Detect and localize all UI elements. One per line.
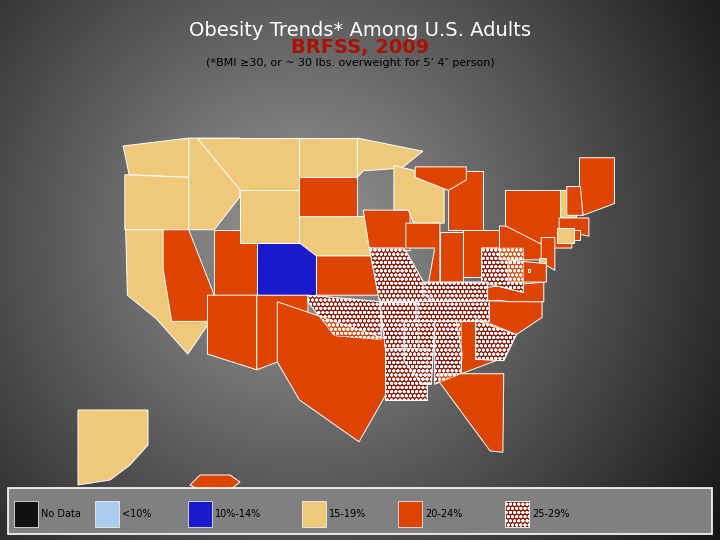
- Bar: [188, 501, 212, 527]
- Polygon shape: [300, 138, 357, 177]
- Text: (*BMI ≥30, or ~ 30 lbs. overweight for 5’ 4″ person): (*BMI ≥30, or ~ 30 lbs. overweight for 5…: [206, 58, 495, 68]
- Polygon shape: [541, 238, 555, 271]
- Text: 15-19%: 15-19%: [329, 509, 366, 519]
- Polygon shape: [435, 321, 462, 384]
- Polygon shape: [580, 158, 614, 215]
- Polygon shape: [539, 259, 546, 277]
- Text: 10%-14%: 10%-14%: [215, 509, 261, 519]
- Polygon shape: [440, 232, 463, 282]
- Polygon shape: [416, 300, 490, 321]
- Polygon shape: [384, 348, 427, 400]
- Bar: [8, 488, 712, 534]
- Bar: [14, 501, 38, 527]
- Bar: [505, 501, 529, 527]
- Text: No Data: No Data: [41, 509, 81, 519]
- Text: 25-29%: 25-29%: [532, 509, 570, 519]
- Polygon shape: [463, 230, 500, 277]
- Polygon shape: [505, 191, 572, 248]
- Text: Obesity Trends* Among U.S. Adults: Obesity Trends* Among U.S. Adults: [189, 21, 531, 39]
- Polygon shape: [207, 295, 257, 370]
- Polygon shape: [439, 374, 504, 453]
- Polygon shape: [364, 210, 410, 251]
- Polygon shape: [456, 321, 496, 374]
- Bar: [95, 501, 119, 527]
- Bar: [398, 501, 422, 527]
- Polygon shape: [125, 175, 189, 230]
- Polygon shape: [215, 230, 257, 295]
- Polygon shape: [508, 260, 546, 282]
- Polygon shape: [369, 248, 435, 302]
- Polygon shape: [126, 230, 209, 354]
- Polygon shape: [257, 243, 316, 295]
- Polygon shape: [123, 138, 189, 177]
- Polygon shape: [572, 230, 580, 240]
- Text: <10%: <10%: [122, 509, 151, 519]
- Polygon shape: [528, 269, 530, 272]
- Polygon shape: [449, 171, 483, 230]
- Polygon shape: [189, 138, 240, 230]
- Polygon shape: [163, 230, 215, 321]
- Polygon shape: [559, 218, 589, 237]
- Polygon shape: [78, 410, 148, 485]
- Polygon shape: [308, 295, 381, 340]
- Bar: [302, 501, 326, 527]
- Text: 20-24%: 20-24%: [425, 509, 462, 519]
- Polygon shape: [482, 248, 523, 293]
- Polygon shape: [379, 302, 418, 348]
- Polygon shape: [406, 223, 440, 295]
- Polygon shape: [190, 475, 240, 490]
- Polygon shape: [423, 282, 487, 302]
- Polygon shape: [300, 177, 357, 217]
- Polygon shape: [567, 186, 583, 215]
- Polygon shape: [357, 138, 423, 177]
- Polygon shape: [197, 138, 300, 191]
- Polygon shape: [404, 321, 435, 384]
- Polygon shape: [257, 295, 308, 370]
- Polygon shape: [557, 228, 574, 243]
- Polygon shape: [560, 191, 576, 217]
- Polygon shape: [316, 256, 379, 295]
- Polygon shape: [277, 302, 389, 442]
- Bar: [505, 501, 529, 527]
- Polygon shape: [300, 217, 374, 256]
- Polygon shape: [394, 166, 444, 223]
- Polygon shape: [467, 300, 542, 334]
- Polygon shape: [472, 282, 544, 302]
- Polygon shape: [240, 191, 300, 243]
- Polygon shape: [476, 318, 516, 361]
- Polygon shape: [500, 226, 549, 260]
- Text: BRFSS, 2009: BRFSS, 2009: [291, 37, 429, 57]
- Polygon shape: [415, 167, 467, 191]
